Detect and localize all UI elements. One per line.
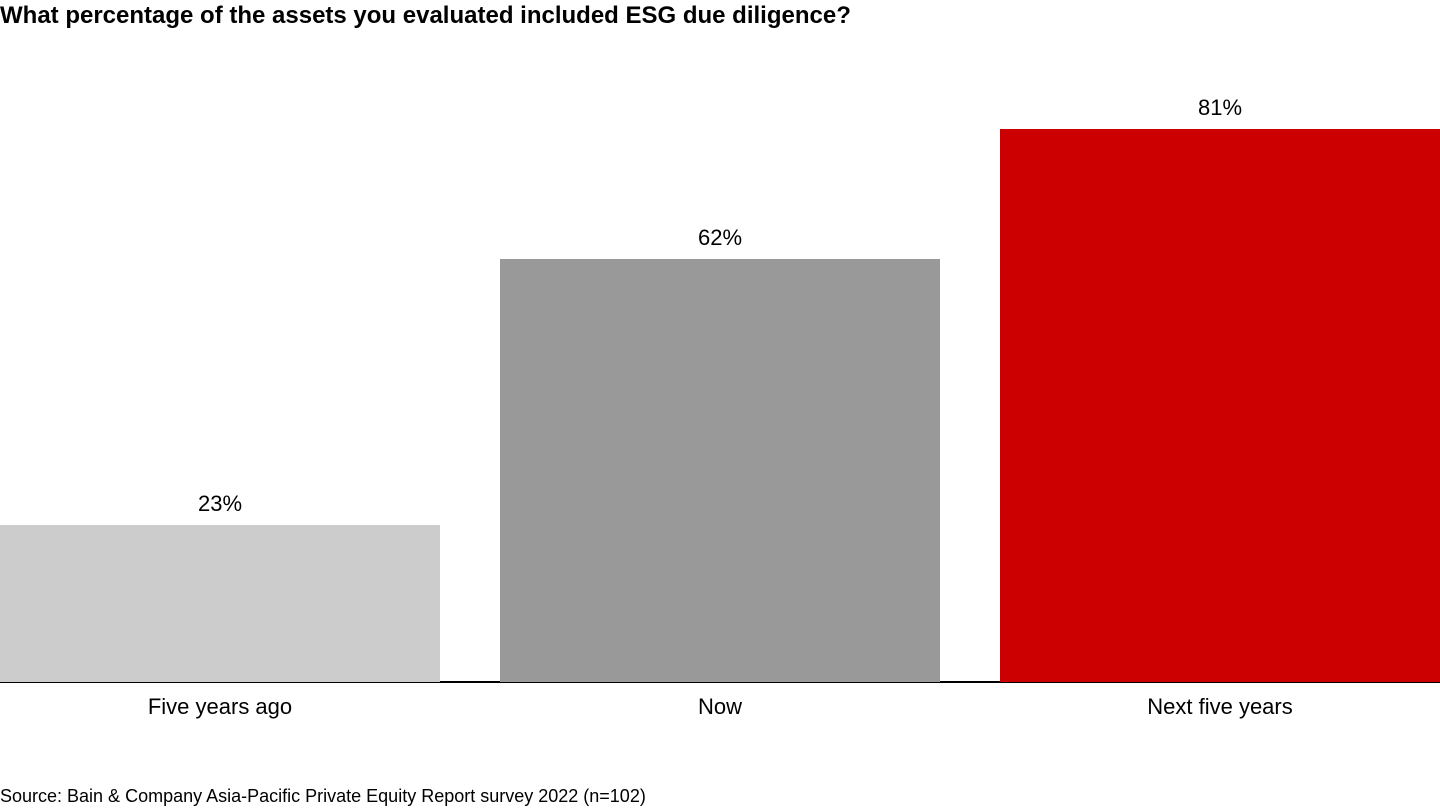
value-label: 23% <box>197 491 243 516</box>
bar-2 <box>1000 129 1440 682</box>
category-label: Five years ago <box>147 694 293 719</box>
chart-title: What percentage of the assets you evalua… <box>0 2 851 29</box>
bar-0 <box>0 525 440 682</box>
category-label: Now <box>697 694 742 719</box>
source-note: Source: Bain & Company Asia-Pacific Priv… <box>0 786 646 806</box>
bar-1 <box>500 259 940 682</box>
value-label: 81% <box>1197 95 1243 120</box>
category-label: Next five years <box>1147 694 1293 719</box>
value-label: 62% <box>697 225 743 250</box>
x-axis-line <box>0 681 1440 683</box>
